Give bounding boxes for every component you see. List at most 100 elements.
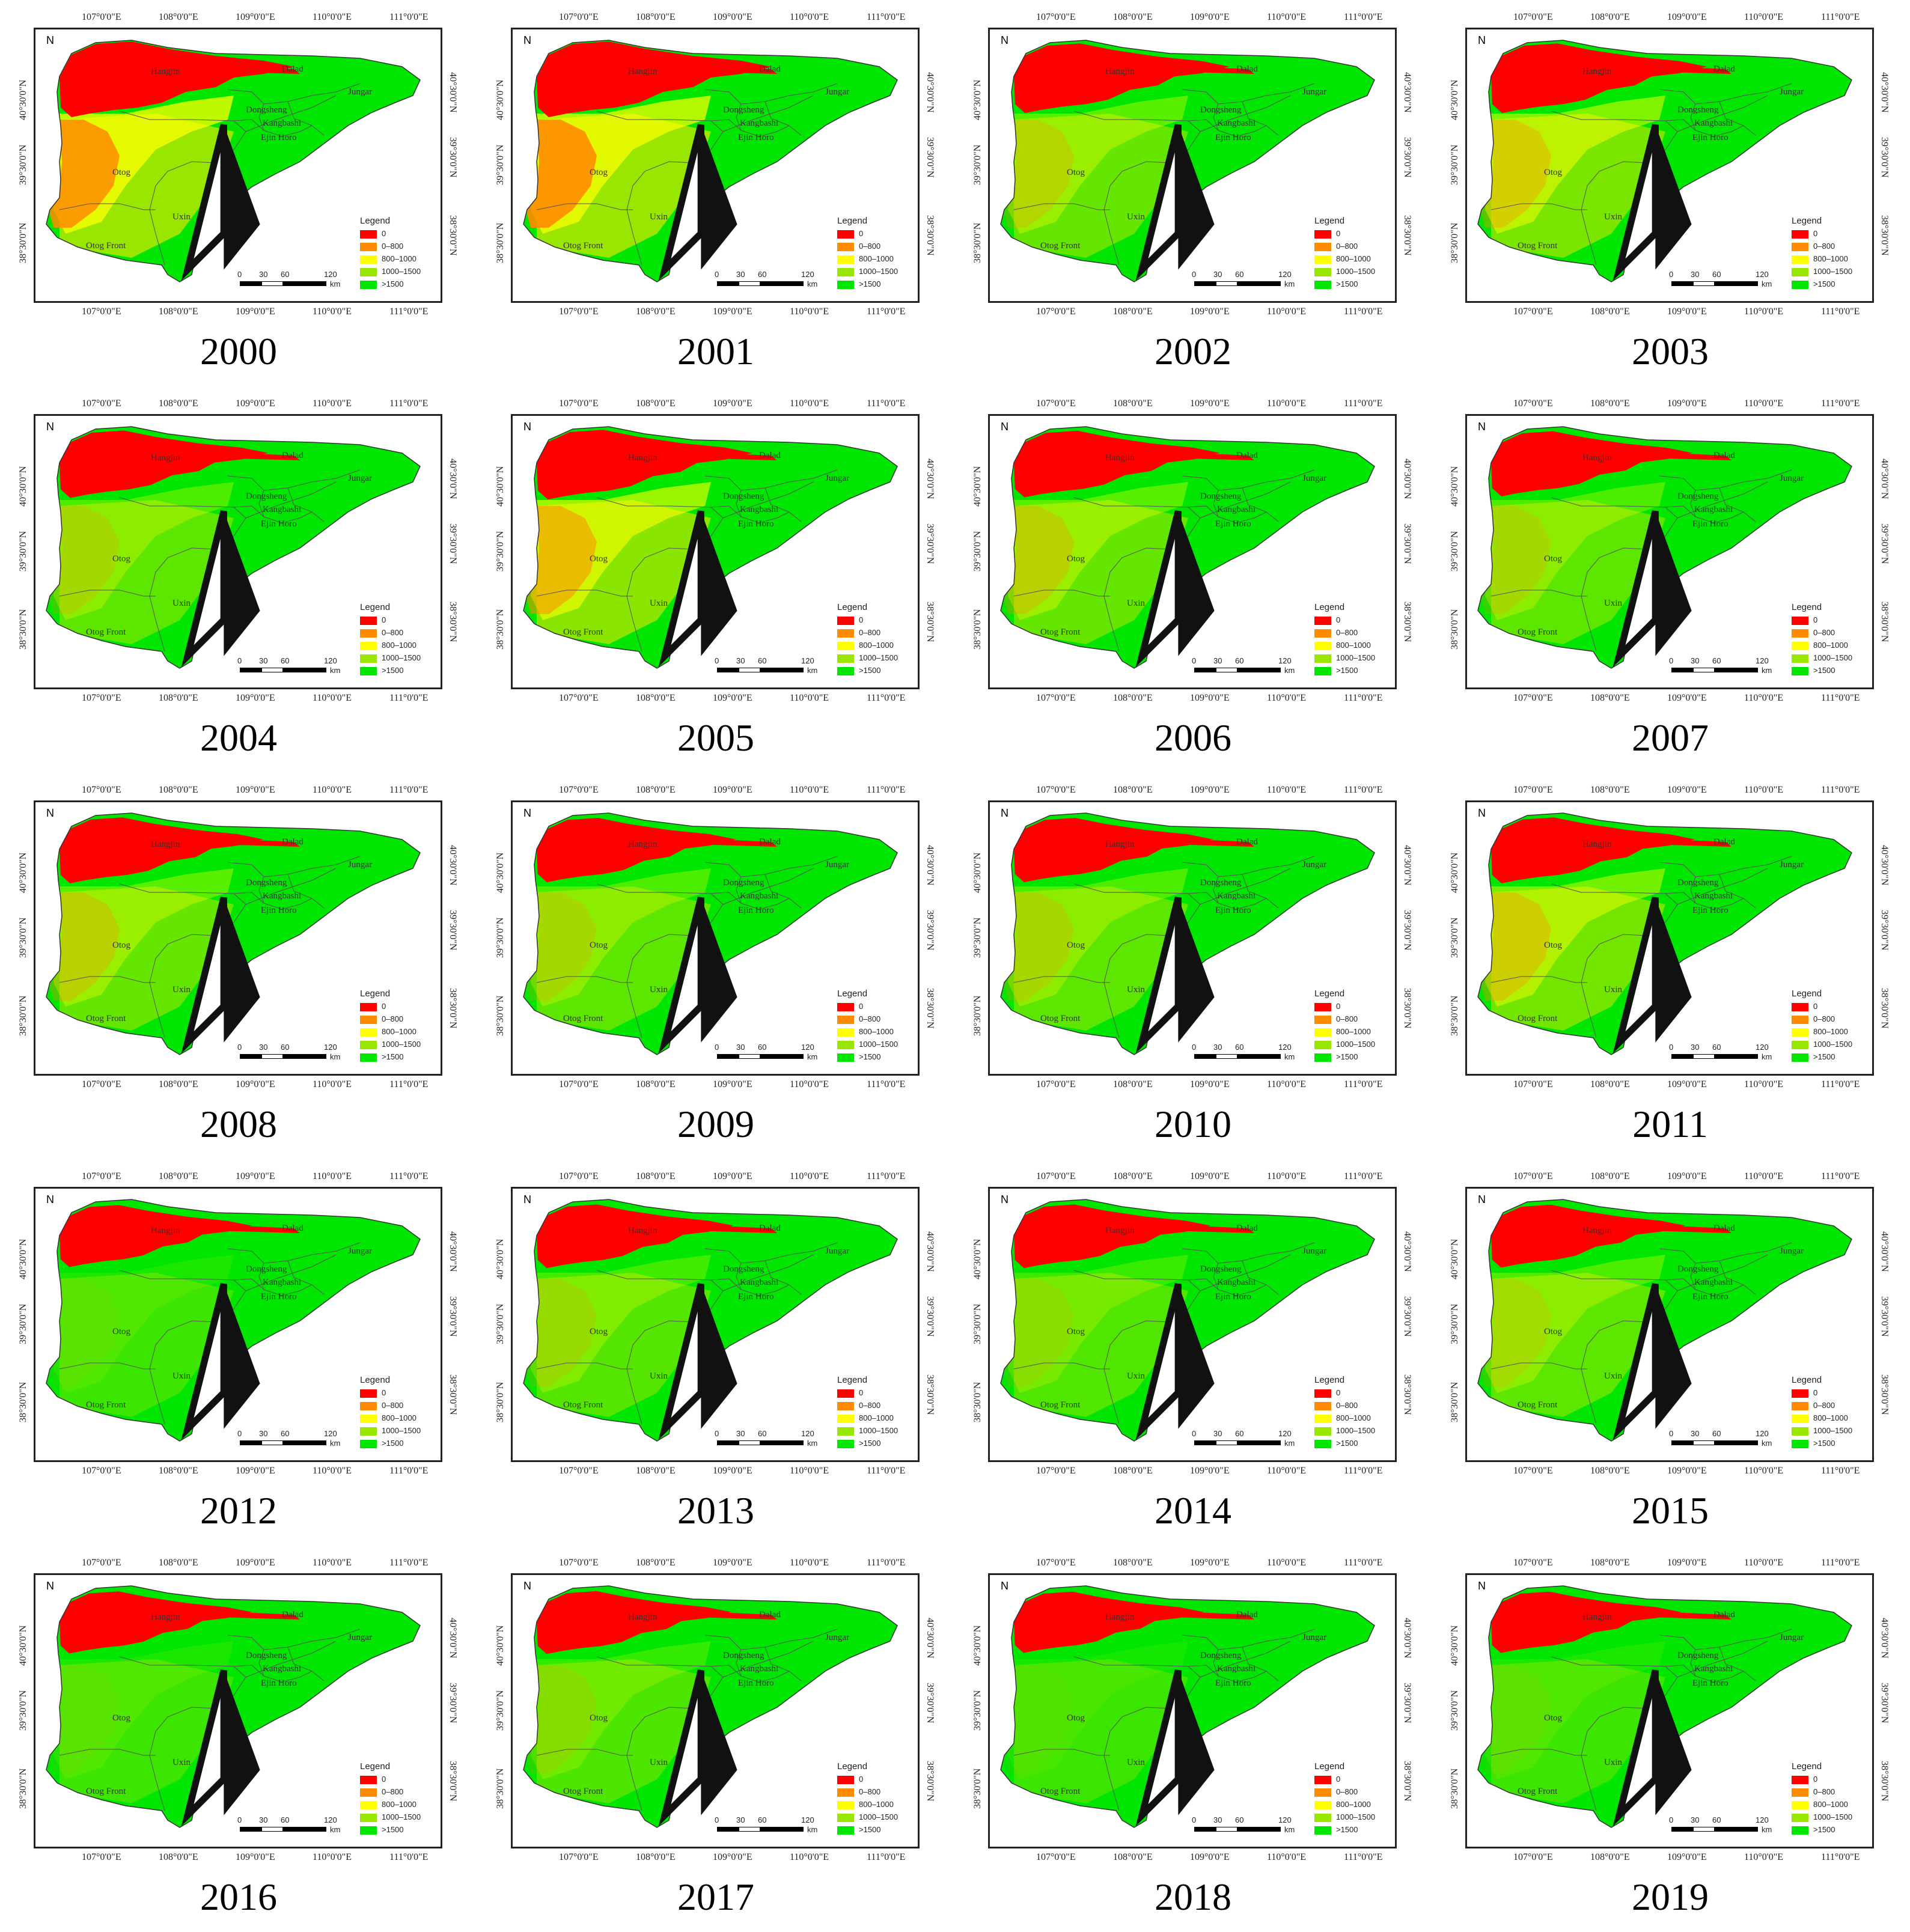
north-arrow-icon: N [521,807,737,1054]
county-label: Ejin Horo [1692,1292,1728,1302]
county-label: Otog [112,554,130,564]
region-lime [1491,1273,1665,1417]
county-label: Jungar [348,474,372,483]
legend-swatch [1314,1016,1331,1024]
legend-label: 1000–1500 [382,1812,421,1821]
longitude-label: 110°0'0"E [1267,1079,1306,1089]
longitude-label: 110°0'0"E [790,1558,829,1568]
county-boundary [119,111,246,132]
county-label: Jungar [1780,1633,1804,1642]
longitude-label: 110°0'0"E [790,12,829,22]
legend-label: >1500 [1336,1825,1358,1834]
latitude-label: 39°30'0"N [1402,910,1412,951]
longitude-label: 108°0'0"E [636,1852,676,1862]
county-boundary [1690,1649,1696,1677]
county-boundary [1719,1260,1756,1295]
scale-tick: 120 [1756,1429,1769,1438]
longitude-label: 108°0'0"E [1590,12,1630,22]
ndvi-map [46,1199,421,1442]
legend-label: >1500 [382,1439,404,1448]
legend-swatch [837,1427,854,1436]
longitude-label: 109°0'0"E [236,12,275,22]
longitude-label: 110°0'0"E [790,306,829,317]
longitude-label: 107°0'0"E [1036,1171,1076,1181]
scale-tick: 30 [1691,656,1700,665]
longitude-label: 108°0'0"E [159,1466,198,1476]
county-label: Hangjin [1582,67,1612,76]
county-boundary [1013,1362,1110,1370]
county-boundary [1665,505,1744,523]
county-boundary [1188,1278,1267,1296]
latitude-label: 40°30'0"N [1450,1625,1460,1666]
county-label: Otog [1067,168,1085,177]
county-label: Kangbashi [263,891,302,901]
latitude-label: 38°30'0"N [18,222,28,263]
legend-label: 1000–1500 [859,1040,899,1049]
county-boundary [1719,1647,1756,1681]
legend-label: 0–800 [382,242,404,251]
legend-label: 1000–1500 [382,1426,421,1435]
legend: Legend 0 0–800 800–1000 1000–1500 >1500 [1314,1761,1393,1841]
legend-label: 800–1000 [382,254,416,263]
county-boundary [764,874,802,909]
map-frame: N Hangjin Dalad Dongsheng Kangbashi Jungar Eji… [34,1187,442,1462]
scale-tick: 30 [1691,270,1700,279]
longitude-label: 108°0'0"E [636,306,676,317]
county-boundary [1490,1362,1587,1370]
longitude-label: 108°0'0"E [1113,1466,1153,1476]
county-label: Dalad [282,1610,304,1620]
longitude-label: 107°0'0"E [559,1558,599,1568]
longitude-label: 110°0'0"E [1744,12,1783,22]
county-label: Hangjin [151,1226,180,1236]
latitude-label: 38°30'0"N [1402,602,1412,642]
longitude-label: 109°0'0"E [1667,1852,1707,1862]
region-red [59,1591,252,1654]
latitude-label: 40°30'0"N [1450,852,1460,893]
county-label: Uxin [650,212,668,222]
longitude-label: 109°0'0"E [1667,1558,1707,1568]
latitude-label: 38°30'0"N [972,995,983,1036]
north-arrow-icon: N [1475,34,1692,281]
county-label: Otog Front [1040,1400,1081,1410]
county-boundary [1200,481,1291,519]
legend-label: 0 [859,229,864,238]
region-red [1491,1591,1681,1653]
county-boundary [1677,868,1768,905]
county-boundary [1665,119,1744,137]
longitude-label: 111°0'0"E [1344,693,1383,703]
county-label: Ejin Horo [261,906,297,915]
longitude-label: 108°0'0"E [1590,1466,1630,1476]
scale-segment [717,1440,739,1445]
latitude-label: 39°30'0"N [1879,523,1890,564]
county-label: Otog [590,940,608,950]
county-label: Ejin Horo [1215,133,1251,142]
legend-swatch [1314,230,1331,239]
region-lime [1014,886,1188,1031]
north-arrow-icon: N [1475,421,1692,668]
longitude-label: 109°0'0"E [1667,12,1707,22]
county-label: Jungar [825,1246,849,1256]
county-label: Uxin [650,985,668,995]
legend-title: Legend [837,1761,868,1772]
longitude-label: 109°0'0"E [236,306,275,317]
region-orange [1480,892,1551,1001]
region-red [537,1591,731,1654]
county-boundary [1242,874,1279,909]
legend-swatch [360,642,377,650]
longitude-label: 109°0'0"E [1667,1466,1707,1476]
longitude-label: 109°0'0"E [713,1852,752,1862]
scale-unit: km [1284,666,1295,675]
county-boundary [1677,95,1768,132]
latitude-label: 40°30'0"N [1879,1618,1890,1659]
legend-swatch [837,1402,854,1410]
legend-swatch [1792,1041,1808,1049]
legend-title: Legend [360,602,391,612]
legend-label: 1000–1500 [1336,1426,1376,1435]
legend: Legend 0 0–800 800–1000 1000–1500 >1500 [360,1375,438,1454]
legend: Legend 0 0–800 800–1000 1000–1500 >1500 [1314,216,1393,295]
county-label: Otog Front [86,241,126,251]
longitude-label: 111°0'0"E [389,693,429,703]
legend-swatch [837,617,854,625]
longitude-label: 108°0'0"E [1590,1558,1630,1568]
county-label: Dongsheng [246,492,287,501]
